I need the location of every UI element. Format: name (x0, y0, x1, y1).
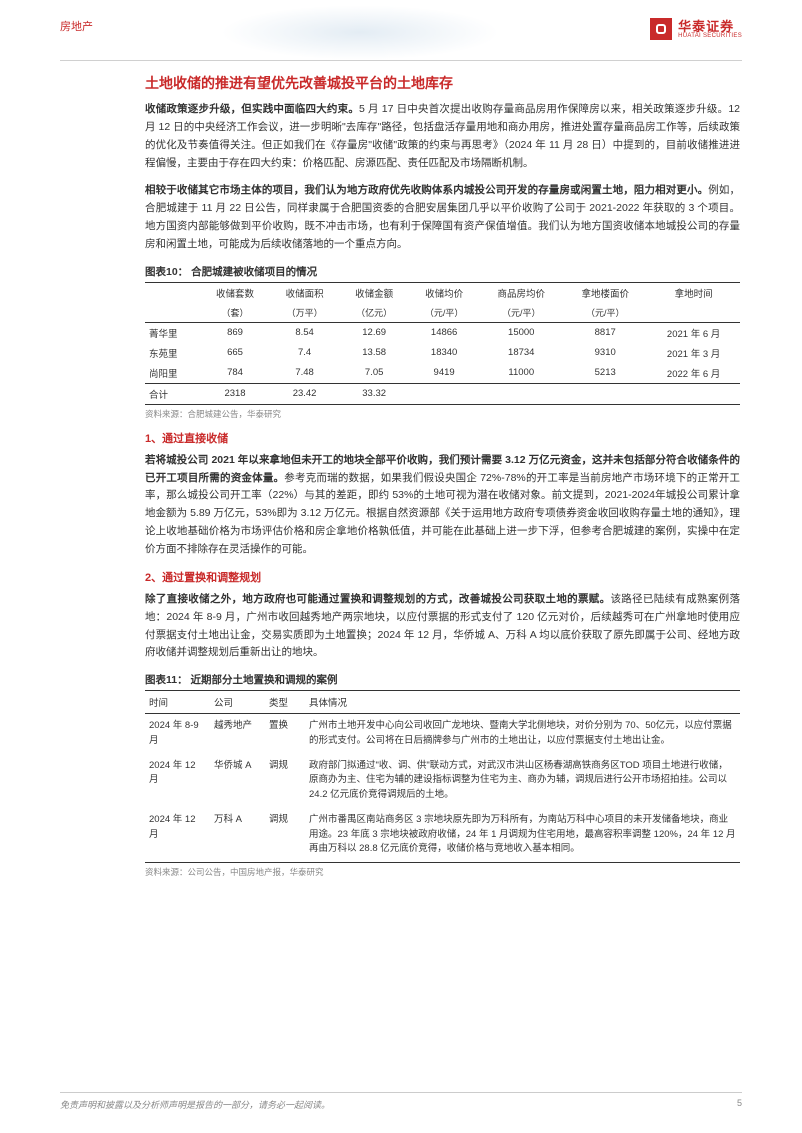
table10-units-row: （套） （万平） （亿元） （元/平） （元/平） （元/平） (145, 303, 740, 323)
page-header: 房地产 华泰证券 HUATAI SECURITIES (0, 0, 802, 60)
para3-body: 参考克而瑞的数据，如果我们假设央国企 72%-78%的开工率是当前房地产市场环境… (145, 472, 740, 555)
th-unit: （万平） (270, 303, 340, 323)
table-row: 2024 年 8-9 月越秀地产置换广州市土地开发中心向公司收回广龙地块、暨南大… (145, 714, 740, 754)
th: 时间 (145, 691, 210, 714)
th: 类型 (265, 691, 305, 714)
content-area: 土地收储的推进有望优先改善城投平台的土地库存 收储政策逐步升级，但实践中面临四大… (0, 61, 802, 878)
paragraph-1: 收储政策逐步升级，但实践中面临四大约束。5 月 17 日中央首次提出收购存量商品… (145, 101, 740, 172)
th: 收储均价 (409, 282, 479, 303)
table11-source: 资料来源：公司公告，中国房地产报，华泰研究 (145, 866, 740, 878)
table-row: 2024 年 12 月华侨城 A调规政府部门拟通过"收、调、供"联动方式，对武汉… (145, 754, 740, 808)
table-row: 尚阳里7847.487.0594191100052132022 年 6 月 (145, 363, 740, 384)
subhead-2: 2、通过置换和调整规划 (145, 569, 740, 585)
brand-cn: 华泰证券 (678, 20, 742, 33)
page-footer: 免责声明和披露以及分析师声明是报告的一部分，请务必一起阅读。 5 (60, 1092, 742, 1111)
para2-lead: 相较于收储其它市场主体的项目，我们认为地方政府优先收购体系内城投公司开发的存量房… (145, 184, 708, 196)
paragraph-4: 除了直接收储之外，地方政府也可能通过置换和调整规划的方式，改善城投公司获取土地的… (145, 591, 740, 662)
table10: 收储套数 收储面积 收储金额 收储均价 商品房均价 拿地楼面价 拿地时间 （套）… (145, 282, 740, 405)
para1-lead: 收储政策逐步升级，但实践中面临四大约束。 (145, 103, 359, 115)
paragraph-2: 相较于收储其它市场主体的项目，我们认为地方政府优先收购体系内城投公司开发的存量房… (145, 182, 740, 253)
para4-lead: 除了直接收储之外，地方政府也可能通过置换和调整规划的方式，改善城投公司获取土地的… (145, 593, 610, 605)
th-unit: （元/平） (479, 303, 563, 323)
table11-header-row: 时间 公司 类型 具体情况 (145, 691, 740, 714)
table10-body: 菁华里8698.5412.69148661500088172021 年 6 月 … (145, 322, 740, 404)
th: 拿地时间 (647, 282, 740, 303)
paragraph-3: 若将城投公司 2021 年以来拿地但未开工的地块全部平价收购，我们预计需要 3.… (145, 452, 740, 559)
th: 收储金额 (339, 282, 409, 303)
page-number: 5 (737, 1098, 742, 1111)
th: 公司 (210, 691, 265, 714)
th (145, 282, 200, 303)
th: 收储套数 (200, 282, 270, 303)
th-unit: （套） (200, 303, 270, 323)
brand-block: 华泰证券 HUATAI SECURITIES (650, 18, 742, 40)
table11: 时间 公司 类型 具体情况 2024 年 8-9 月越秀地产置换广州市土地开发中… (145, 690, 740, 863)
th-unit: （元/平） (409, 303, 479, 323)
brand-en: HUATAI SECURITIES (678, 33, 742, 39)
table11-caption: 图表11： 近期部分土地置换和调规的案例 (145, 672, 740, 687)
table10-caption: 图表10： 合肥城建被收储项目的情况 (145, 264, 740, 279)
table-row: 2024 年 12 月万科 A调规广州市番禺区南站商务区 3 宗地块原先即为万科… (145, 808, 740, 863)
th: 拿地楼面价 (563, 282, 647, 303)
subhead-1: 1、通过直接收储 (145, 430, 740, 446)
th-unit: （亿元） (339, 303, 409, 323)
table-row: 菁华里8698.5412.69148661500088172021 年 6 月 (145, 322, 740, 343)
table11-body: 2024 年 8-9 月越秀地产置换广州市土地开发中心向公司收回广龙地块、暨南大… (145, 714, 740, 863)
table10-total-row: 合计231823.4233.32 (145, 383, 740, 404)
table10-source: 资料来源：合肥城建公告，华泰研究 (145, 408, 740, 420)
th: 收储面积 (270, 282, 340, 303)
th-unit (145, 303, 200, 323)
th-unit: （元/平） (563, 303, 647, 323)
th: 商品房均价 (479, 282, 563, 303)
section-title: 土地收储的推进有望优先改善城投平台的土地库存 (145, 73, 740, 93)
table10-header-row: 收储套数 收储面积 收储金额 收储均价 商品房均价 拿地楼面价 拿地时间 (145, 282, 740, 303)
table-row: 东苑里6657.413.58183401873493102021 年 3 月 (145, 343, 740, 363)
th: 具体情况 (305, 691, 740, 714)
logo-icon (650, 18, 672, 40)
footer-disclaimer: 免责声明和披露以及分析师声明是报告的一部分，请务必一起阅读。 (60, 1098, 330, 1111)
logo-text: 华泰证券 HUATAI SECURITIES (678, 20, 742, 39)
doc-category: 房地产 (60, 18, 93, 34)
header-decoration (220, 5, 500, 60)
th-unit (647, 303, 740, 323)
